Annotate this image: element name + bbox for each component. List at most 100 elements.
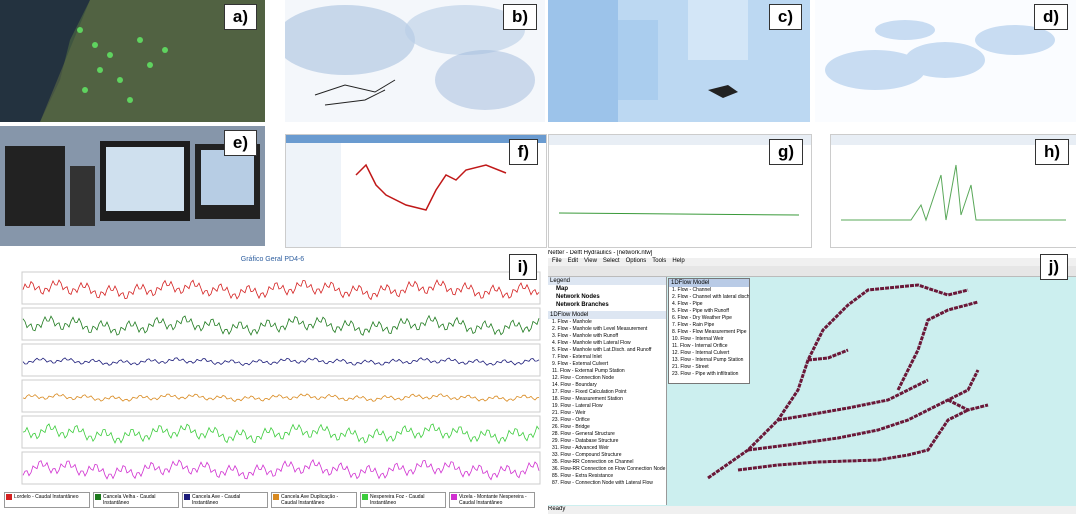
popup-item: 12. Flow - Internal Culvert: [669, 350, 749, 357]
panel-label: c): [769, 4, 802, 30]
legend-label: Nespereira Foz - Caudal Instantâneo: [370, 494, 444, 506]
model-item: 17. Flow - Fixed Calculation Point: [548, 389, 666, 396]
legend-label: Cancela Ave Duplicação - Caudal Instantâ…: [281, 494, 355, 506]
legend-item: Network Nodes: [548, 293, 666, 301]
legend-swatch: [273, 494, 279, 500]
popup-item: 11. Flow - Internal Orifice: [669, 343, 749, 350]
legend-entry: Vizela - Montante Nespereira - Caudal In…: [449, 492, 535, 508]
model-item: 36. Flow-RR Connection on Flow Connectio…: [548, 466, 666, 473]
legend-item: Network Branches: [548, 301, 666, 309]
menu-item[interactable]: Edit: [568, 258, 578, 266]
menu-item[interactable]: File: [552, 258, 562, 266]
popup-item: 1. Flow - Channel: [669, 287, 749, 294]
legend-label: Cancela Ave - Caudal Instantâneo: [192, 494, 266, 506]
legend-entry: Cancela Ave - Caudal Instantâneo: [182, 492, 268, 508]
legend-swatch: [362, 494, 368, 500]
model-item: 7. Flow - External Inlet: [548, 354, 666, 361]
panel-label: b): [503, 4, 537, 30]
model-item: 18. Flow - Measurement Station: [548, 396, 666, 403]
panel-g: g): [548, 134, 812, 248]
flow-chart: [0, 250, 545, 514]
toolbar: [548, 266, 1076, 277]
popup-item: 4. Flow - Pipe: [669, 301, 749, 308]
model-item: 3. Flow - Manhole with Runoff: [548, 333, 666, 340]
model-item: 19. Flow - Lateral Flow: [548, 403, 666, 410]
model-item: 23. Flow - Orifice: [548, 417, 666, 424]
legend-label: Lordelo - Caudal Instantâneo: [14, 494, 79, 506]
legend-entry: Nespereira Foz - Caudal Instantâneo: [360, 492, 446, 508]
panel-d: d): [815, 0, 1076, 122]
legend-item: Map: [548, 285, 666, 293]
menu-item[interactable]: Options: [626, 258, 647, 266]
panel-label: f): [509, 139, 538, 165]
model-item: 9. Flow - External Culvert: [548, 361, 666, 368]
model-item: 87. Flow - Connection Node with Lateral …: [548, 480, 666, 487]
status-bar: Ready: [548, 506, 1076, 514]
menu-item[interactable]: View: [584, 258, 597, 266]
model-item: 14. Flow - Boundary: [548, 382, 666, 389]
page: a) b) c) d) e) f) g) h) Gráfico Geral PD…: [0, 0, 1076, 514]
model-item: 33. Flow - Compound Structure: [548, 452, 666, 459]
menu-bar: File Edit View Select Options Tools Help: [548, 258, 1076, 266]
legend-entry: Cancela Velha - Caudal Instantâneo: [93, 492, 179, 508]
model-item: 29. Flow - Database Structure: [548, 438, 666, 445]
model-title: 1DFlow Model: [548, 311, 666, 319]
popup-item: 6. Flow - Dry Weather Pipe: [669, 315, 749, 322]
model-item: 85. Flow - Extra Resistance: [548, 473, 666, 480]
panel-label: e): [224, 130, 257, 156]
popup-item: 2. Flow - Channel with lateral discharge: [669, 294, 749, 301]
popup-item: 5. Flow - Pipe with Runoff: [669, 308, 749, 315]
legend-swatch: [451, 494, 457, 500]
panel-e: e): [0, 126, 265, 246]
flow-trace: [23, 460, 539, 480]
menu-item[interactable]: Select: [603, 258, 620, 266]
flow-trace: [23, 358, 539, 366]
model-item: 4. Flow - Manhole with Lateral Flow: [548, 340, 666, 347]
popup-title: 1DFlow Model: [669, 279, 749, 287]
app-screenshot: [286, 135, 546, 247]
panel-h: h): [830, 134, 1076, 248]
popup-item: 7. Flow - Rain Pipe: [669, 322, 749, 329]
popup-item: 13. Flow - Internal Pump Station: [669, 357, 749, 364]
legend-label: Cancela Velha - Caudal Instantâneo: [103, 494, 177, 506]
popup-item: 23. Flow - Pipe with infiltration: [669, 371, 749, 378]
popup-item: 8. Flow - Flow Measurement Pipe: [669, 329, 749, 336]
window-title: Netter - Delft Hydraulics - [network.ntw…: [548, 250, 1076, 258]
panel-label: h): [1035, 139, 1069, 165]
menu-item[interactable]: Tools: [652, 258, 666, 266]
legend: Lordelo - Caudal Instantâneo Cancela Velh…: [4, 492, 535, 508]
strip-frame: [22, 452, 540, 484]
legend-swatch: [6, 494, 12, 500]
menu-item[interactable]: Help: [672, 258, 684, 266]
legend-label: Vizela - Montante Nespereira - Caudal In…: [459, 494, 533, 506]
panel-a: a): [0, 0, 265, 122]
panel-label: a): [224, 4, 257, 30]
legend-swatch: [95, 494, 101, 500]
flow-trace: [23, 394, 539, 402]
panel-i: Gráfico Geral PD4-6 Lordelo - Caudal Ins…: [0, 250, 545, 514]
strip-frame: [22, 344, 540, 376]
model-item: 12. Flow - Connection Node: [548, 375, 666, 382]
model-item: 35. Flow-RR Connection on Channel: [548, 459, 666, 466]
model-item: 2. Flow - Manhole with Level Measurement: [548, 326, 666, 333]
panel-label: j): [1040, 254, 1068, 280]
model-item: 11. Flow - External Pump Station: [548, 368, 666, 375]
legend-entry: Lordelo - Caudal Instantâneo: [4, 492, 90, 508]
flow-trace: [23, 280, 539, 299]
panel-label: d): [1034, 4, 1068, 30]
panel-c: c): [548, 0, 810, 122]
model-item: 5. Flow - Manhole with Lat.Disch. and Ru…: [548, 347, 666, 354]
flow-trace: [23, 424, 539, 444]
model-item: 26. Flow - Bridge: [548, 424, 666, 431]
flow-trace: [23, 316, 539, 336]
panel-j: Netter - Delft Hydraulics - [network.ntw…: [548, 250, 1076, 514]
model-item: 31. Flow - Advanced Weir: [548, 445, 666, 452]
legend-entry: Cancela Ave Duplicação - Caudal Instantâ…: [271, 492, 357, 508]
model-item: 28. Flow - General Structure: [548, 431, 666, 438]
legend-swatch: [184, 494, 190, 500]
popup-item: 21. Flow - Street: [669, 364, 749, 371]
model-item: 21. Flow - Weir: [548, 410, 666, 417]
popup-item: 10. Flow - Internal Weir: [669, 336, 749, 343]
strip-frame: [22, 308, 540, 340]
